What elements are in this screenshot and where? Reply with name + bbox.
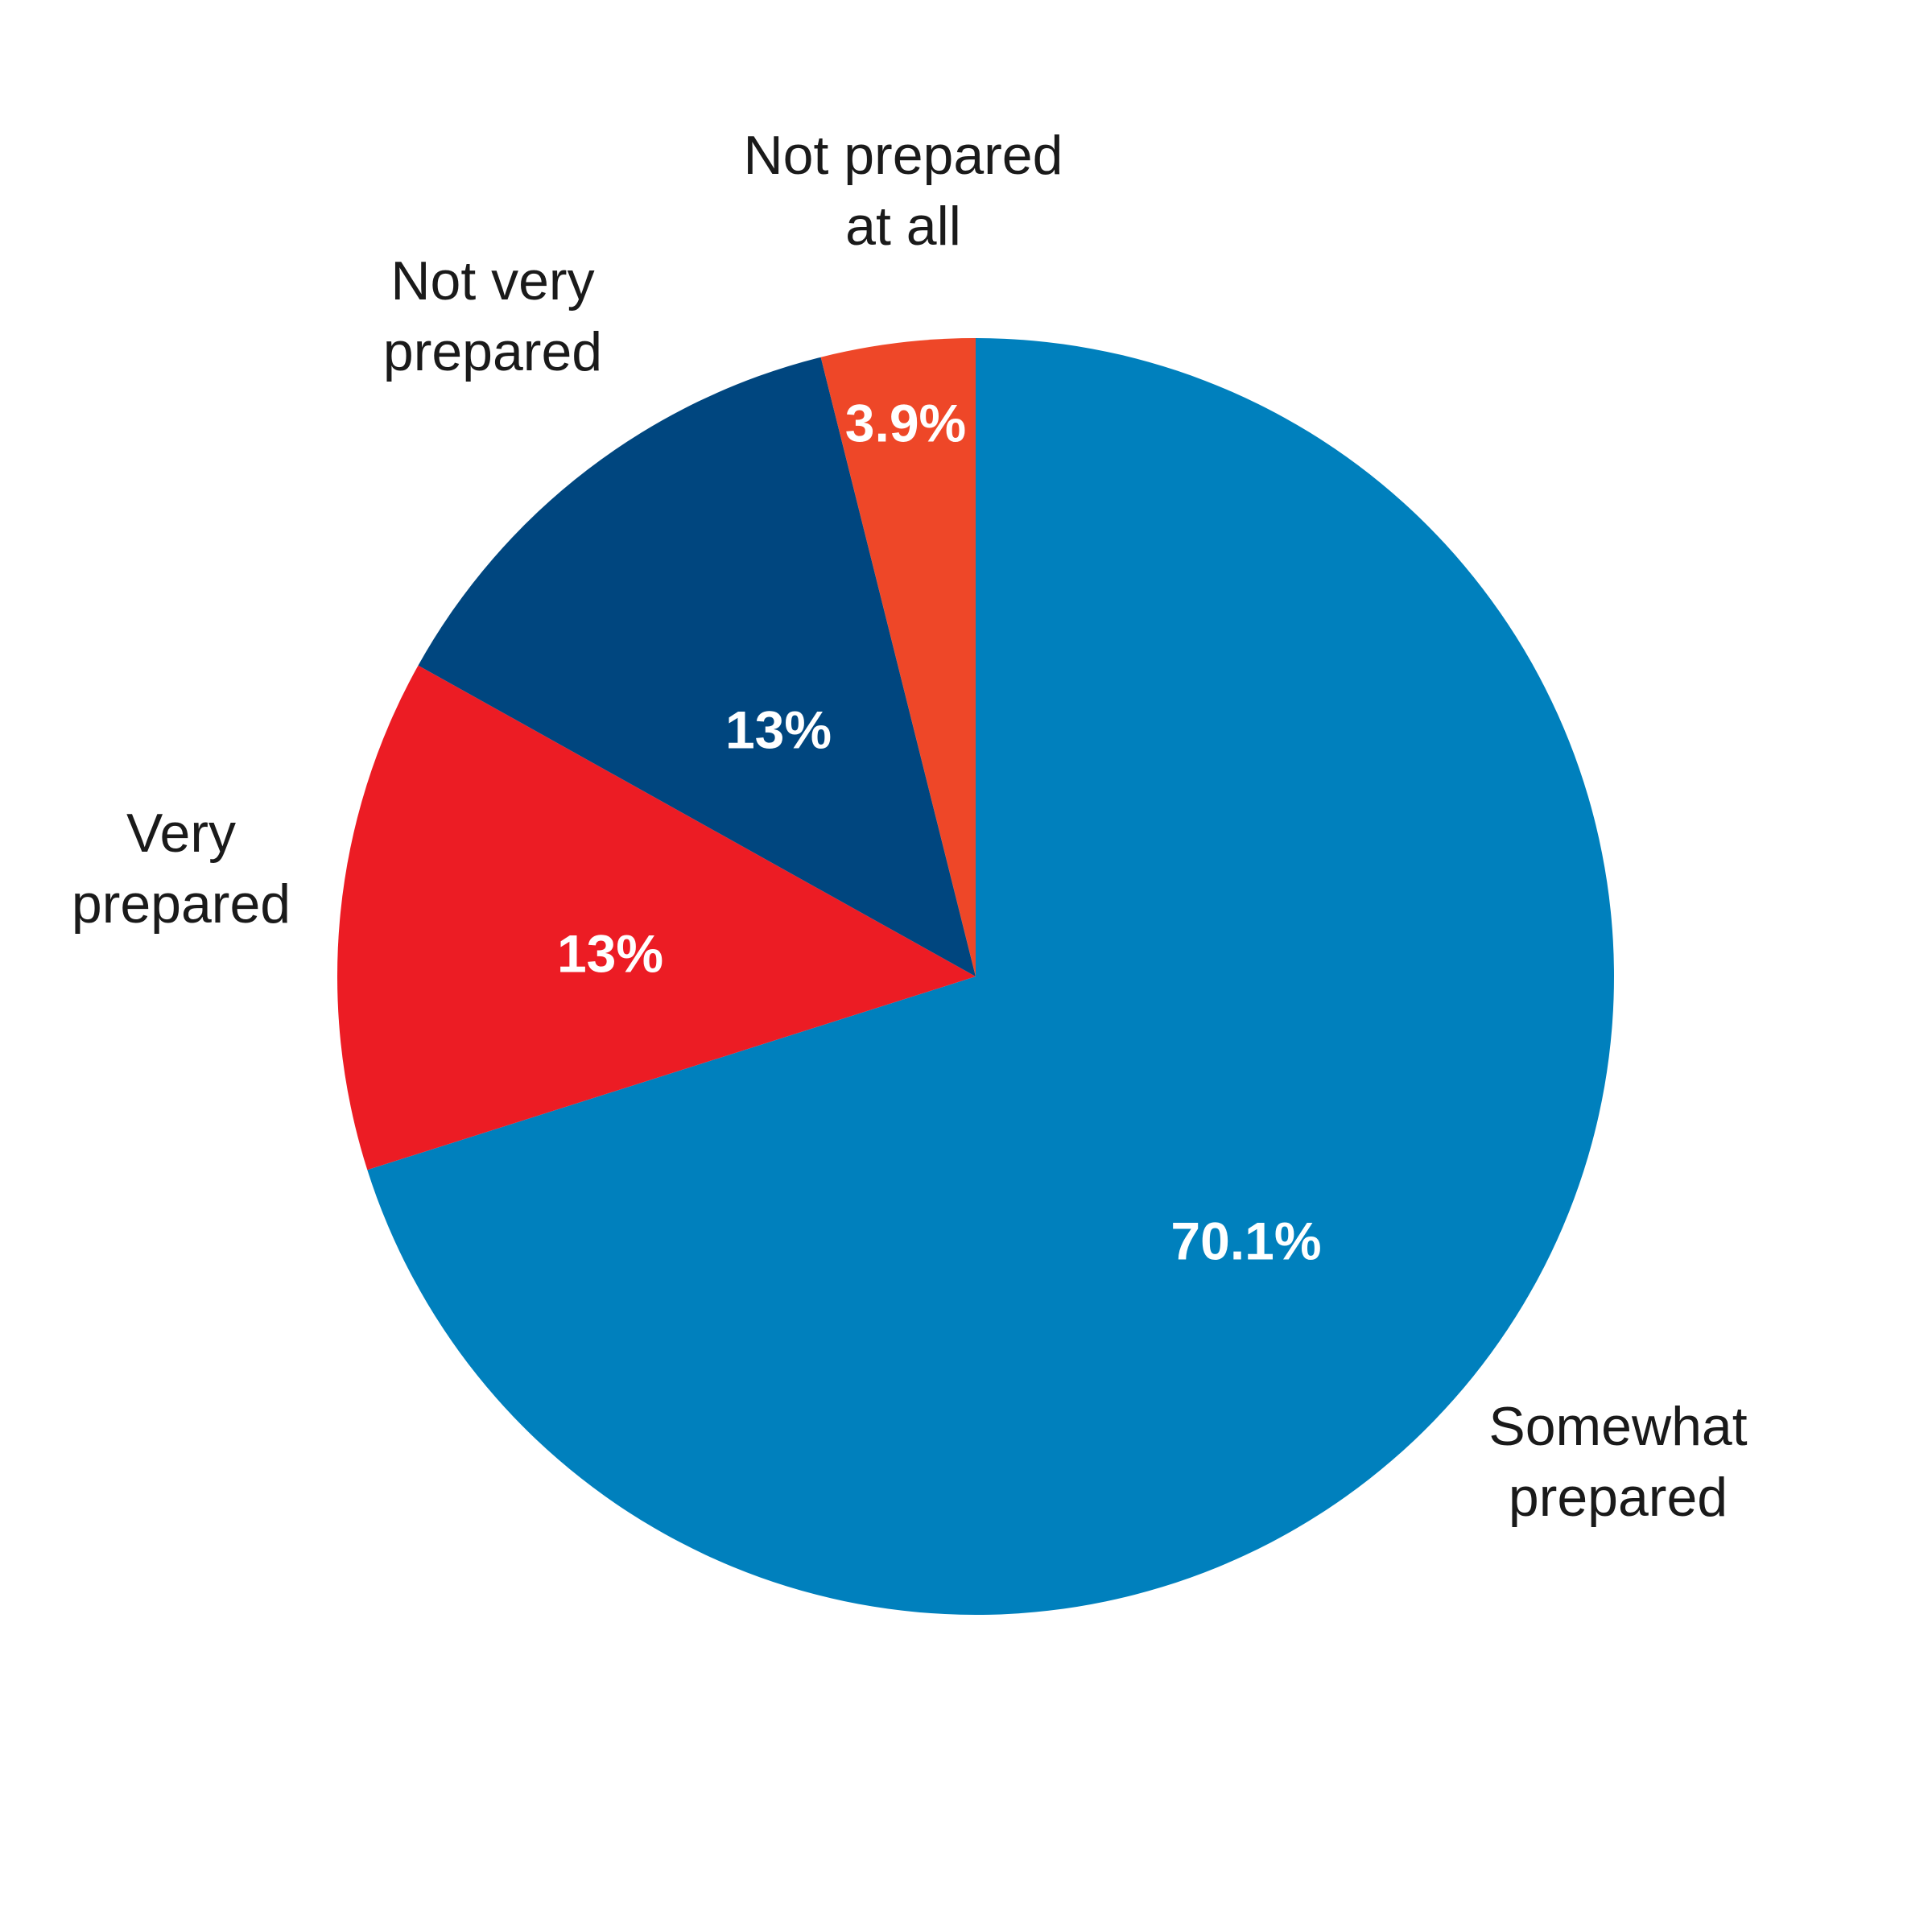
slice-value-label: 13% (557, 923, 663, 983)
category-labels: Somewhat prepared Very prepared Not very prep… (72, 125, 1748, 1528)
pie-slice-somewhat-prepared (367, 338, 1615, 1616)
value-labels: 70.1% 13% 13% 3.9% (557, 393, 1322, 1270)
slice-value-label: 13% (725, 700, 832, 759)
slice-value-label: 70.1% (1170, 1211, 1321, 1270)
pie-slice-not-very-prepared (418, 357, 976, 976)
slice-category-label: Very prepared (72, 803, 291, 935)
pie-slices (336, 338, 1615, 1616)
slice-value-label: 3.9% (845, 393, 966, 452)
pie-slice-not-prepared-at-all (820, 338, 976, 976)
pie-slice-very-prepared (336, 665, 976, 1170)
slice-category-label: Not prepared at all (744, 125, 1063, 257)
slice-category-label: Somewhat prepared (1488, 1396, 1747, 1528)
slice-category-label: Not very prepared (383, 250, 602, 382)
